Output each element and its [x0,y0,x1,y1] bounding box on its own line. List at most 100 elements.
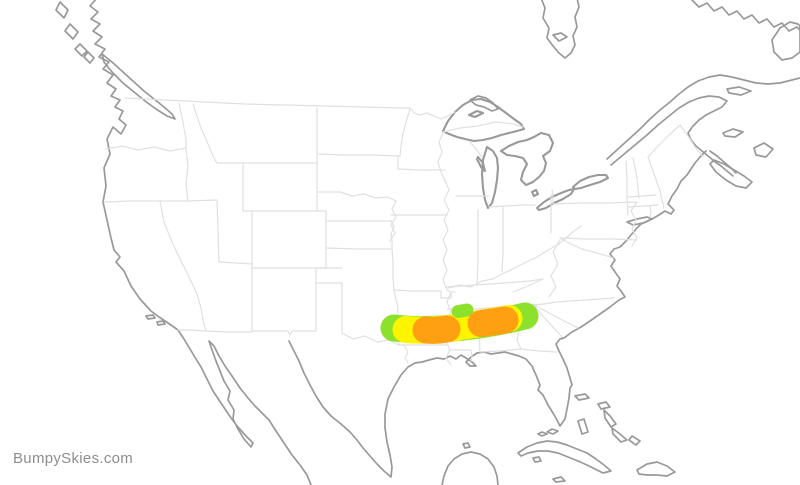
state-borders-path [512,278,544,293]
state-borders-path [178,102,187,149]
great-lakes [441,97,610,212]
state-borders-path [325,247,392,250]
coastlines-path [753,142,774,158]
state-borders [103,97,704,366]
state-borders-path [630,201,638,247]
great-lakes-path [530,188,540,198]
state-borders-path [649,205,652,218]
coastlines-path [636,461,676,477]
coastlines-path [517,440,612,474]
state-borders-path [445,278,544,288]
state-borders-path [476,209,479,285]
state-borders-path [532,303,579,329]
coastlines-path [577,418,589,435]
route-segment-orange [467,306,519,337]
coastlines-path [546,428,559,435]
state-borders-path [479,348,522,353]
coastlines-path [722,128,744,138]
coastlines-path [537,431,548,437]
state-borders-path [647,124,681,158]
coastlines-path [691,0,800,32]
coastlines-path [628,435,641,446]
state-borders-path [442,121,524,133]
state-borders-path [185,147,189,202]
state-borders-path [390,220,395,250]
watermark: BumpySkies.com [13,450,134,467]
state-borders-path [501,205,504,273]
coastlines-path [89,0,312,485]
state-borders-path [488,204,536,208]
state-borders-path [316,153,401,157]
state-borders-path [559,237,614,259]
state-borders-path [399,108,411,157]
flight-route [380,302,539,344]
state-borders-path [448,349,473,362]
state-borders-path [391,248,395,291]
state-borders-path [627,204,659,208]
state-borders-path [552,201,638,205]
state-borders-path [679,124,704,158]
coastlines-path [771,21,800,61]
state-borders-path [393,289,442,292]
state-borders-path [625,160,629,216]
state-borders-path [555,297,615,303]
coastlines-path [626,216,653,226]
great-lakes-path [441,97,526,143]
coastlines-path [597,401,611,410]
state-borders-path [397,168,446,171]
state-borders-path [532,303,563,338]
state-borders-path [448,225,582,289]
coastlines-path [603,409,617,428]
coastlines-path [611,427,628,443]
state-borders-path [559,237,638,241]
coastlines-path [552,476,566,483]
state-borders-path [548,239,561,298]
coastlines-path [462,442,471,449]
state-borders-path [440,290,456,299]
state-borders-path [647,156,665,209]
state-borders-path [551,189,554,205]
coastlines-path [552,32,568,42]
state-borders-path [403,344,409,364]
state-borders-path [543,301,557,305]
state-borders-path [105,145,187,152]
coastlines-path [540,0,580,59]
great-lakes-path [475,155,487,173]
coastlines-path [574,393,590,401]
state-borders-path [177,329,253,333]
state-borders-path [632,157,640,199]
state-borders-path [216,199,220,263]
route-segment-orange [412,315,461,344]
coastlines-path [101,53,176,120]
great-lakes-path [535,187,576,212]
state-borders-path [218,261,254,265]
coastlines-path [469,95,499,112]
coastlines-path [74,43,88,57]
coastlines-path [606,74,800,160]
coastlines-path [156,320,166,326]
great-lakes-path [467,109,485,119]
coastlines-path [726,86,752,96]
coastlines-path [441,451,499,485]
coastlines-path [83,51,95,64]
coastlines-path [532,456,542,463]
coastlines-path [709,159,753,189]
coastlines-path [55,1,69,19]
state-borders-path [316,191,397,202]
state-borders-path [389,200,397,242]
coastlines-path [610,95,734,177]
state-borders-path [437,132,446,182]
state-borders-path [192,103,218,164]
state-borders-path [627,194,657,198]
coastlines-path [64,23,79,40]
state-borders-path [520,348,558,353]
great-lakes-path [480,145,500,210]
great-lakes-path [499,131,555,187]
state-borders-path [124,97,456,120]
state-borders-path [468,140,483,158]
coastlines-path [145,314,156,320]
state-borders-path [251,330,317,336]
coastlines [55,0,800,485]
